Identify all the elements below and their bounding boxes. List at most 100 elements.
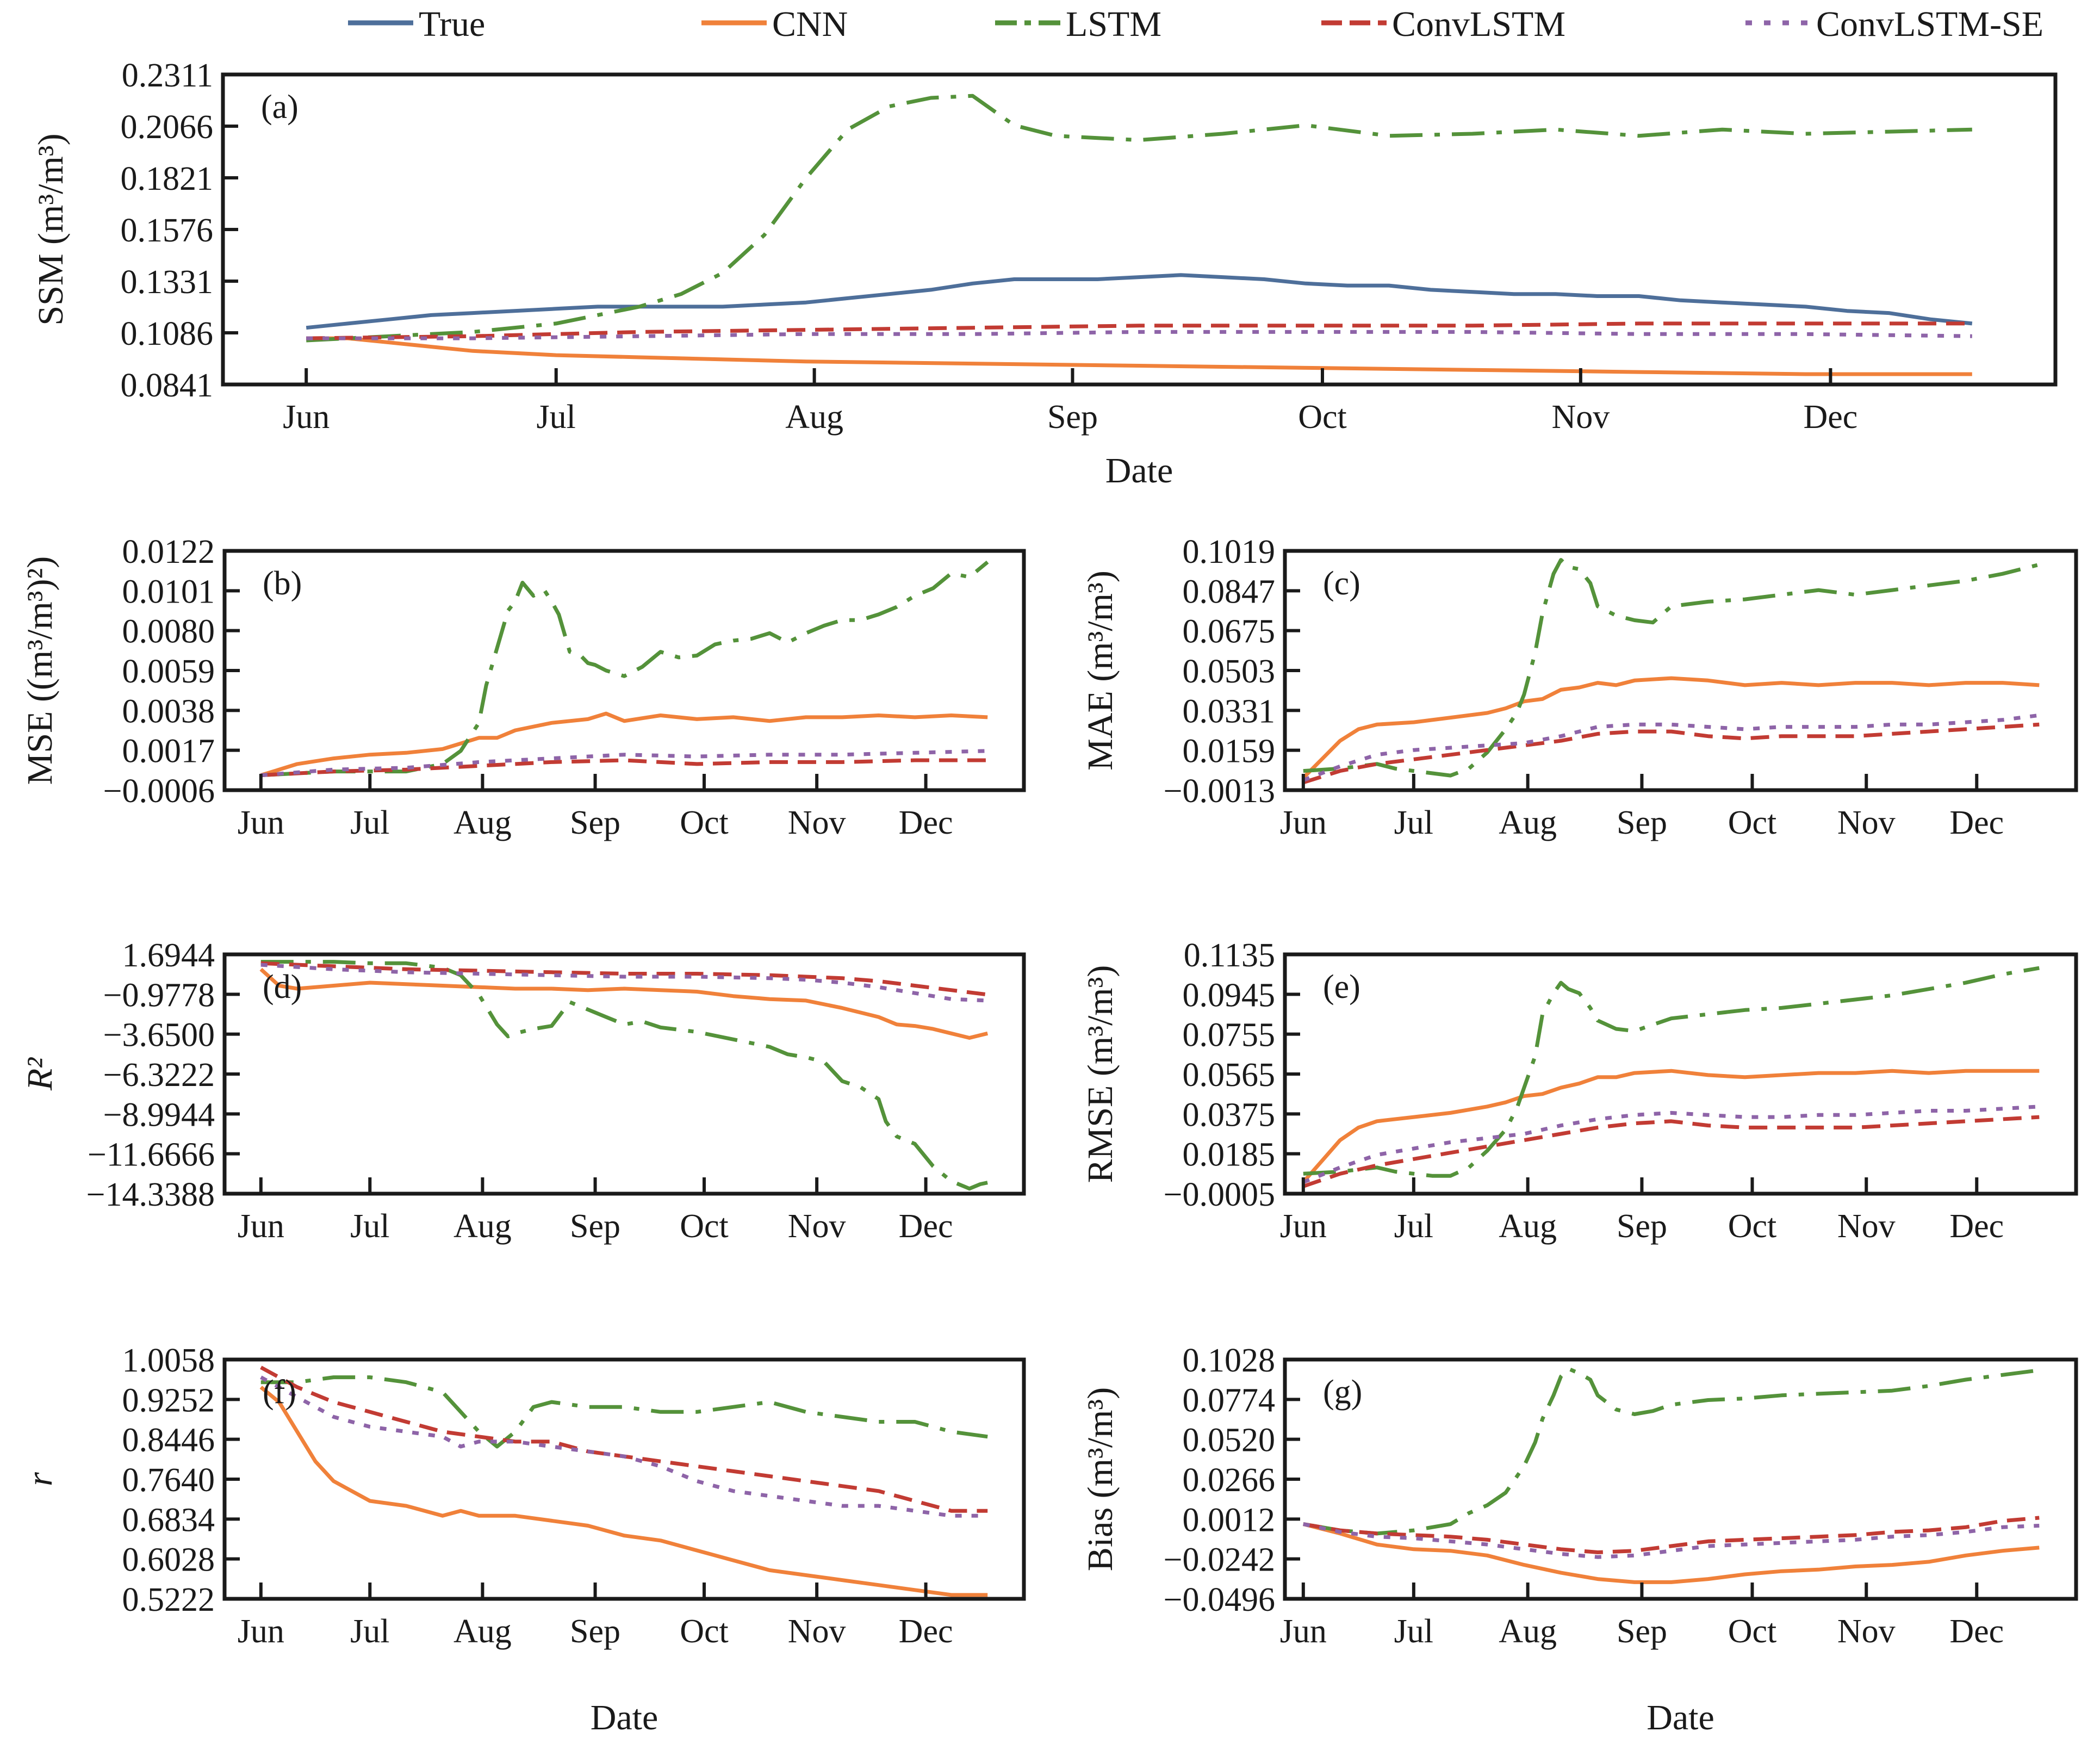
y-tick-label: 0.0945 — [1183, 977, 1276, 1014]
series-line-lstm — [260, 1375, 988, 1449]
y-tick-label: −3.6500 — [103, 1017, 215, 1054]
x-tick-label: Dec — [1804, 399, 1858, 436]
y-tick-label: −0.0006 — [103, 773, 215, 810]
legend-label: CNN — [772, 4, 848, 44]
y-tick-label: −14.3388 — [86, 1176, 215, 1213]
series-line-convlstm-se — [260, 1375, 988, 1518]
panel-b: 0.01220.01010.00800.00590.00380.0017−0.0… — [20, 533, 1026, 841]
y-axis-title: MSE ((m³/m³)²) — [20, 556, 60, 785]
panel-a: 0.2311 0.2066 0.1821 0.1576 0.1331 0.1086 0.08… — [31, 57, 2058, 491]
x-tick-label: Aug — [1499, 1208, 1557, 1245]
legend-item-convlstm: ConvLSTM — [1321, 4, 1565, 44]
x-tick-label: Jun — [1280, 1208, 1327, 1245]
x-tick-label: Oct — [1728, 1613, 1777, 1650]
x-tick-label: Aug — [1499, 804, 1557, 841]
x-tick-label: Sep — [570, 804, 620, 841]
y-tick-label: 0.1821 — [121, 160, 214, 197]
y-axis-title: MAE (m³/m³) — [1080, 570, 1120, 771]
plot-frame — [1283, 1357, 2078, 1601]
y-tick-label: 0.0059 — [122, 653, 215, 690]
y-axis-title: r — [20, 1472, 60, 1486]
x-tick-label: Aug — [453, 1613, 512, 1650]
series-group — [1302, 558, 2040, 785]
x-tick-label: Jul — [350, 804, 389, 841]
y-tick-label: −0.9778 — [103, 977, 215, 1014]
y-tick-label: 0.0101 — [122, 573, 215, 610]
series-line-convlstm — [1302, 1115, 2040, 1188]
y-tick-label: 0.0755 — [1183, 1017, 1276, 1054]
y-tick-label: 0.0774 — [1183, 1382, 1276, 1419]
series-line-convlstm-se — [260, 749, 988, 777]
y-tick-label: 0.5222 — [122, 1581, 215, 1618]
x-tick-label: Aug — [453, 1208, 512, 1245]
y-axis-title: SSM (m³/m³) — [31, 133, 71, 325]
x-axis-title: Date — [1105, 451, 1173, 491]
legend-item-cnn: CNN — [701, 4, 848, 44]
y-tick-label: 0.1086 — [121, 315, 214, 352]
x-tick-label: Dec — [1949, 804, 2004, 841]
x-tick-label: Nov — [1837, 804, 1896, 841]
y-tick-label: 0.0503 — [1183, 653, 1276, 690]
y-tick-label: 0.7640 — [122, 1462, 215, 1499]
x-tick-label: Dec — [899, 1613, 953, 1650]
x-tick-label: Oct — [680, 804, 729, 841]
y-tick-label: 0.0266 — [1183, 1462, 1276, 1499]
y-tick-label: 0.0520 — [1183, 1422, 1276, 1459]
y-tick-label: 0.6834 — [122, 1501, 215, 1538]
y-tick-label: 0.9252 — [122, 1382, 215, 1419]
y-tick-label: −8.9944 — [103, 1096, 215, 1133]
y-tick-label: 0.0565 — [1183, 1057, 1276, 1094]
legend-label: LSTM — [1066, 4, 1161, 44]
y-tick-label: 0.0375 — [1183, 1096, 1276, 1133]
series-group — [259, 960, 989, 1191]
panel-tag: (f) — [263, 1374, 296, 1411]
legend-item-lstm: LSTM — [995, 4, 1161, 44]
x-tick-label: Jun — [1280, 804, 1327, 841]
x-tick-label: Aug — [785, 399, 843, 436]
y-tick-label: −0.0496 — [1164, 1581, 1275, 1618]
y-axis-title: R² — [20, 1057, 60, 1091]
x-tick-label: Oct — [1728, 804, 1777, 841]
legend: True CNN LSTM ConvLSTM ConvLSTM-SE — [348, 4, 2043, 44]
y-tick-label: 0.1028 — [1183, 1342, 1276, 1379]
x-tick-label: Nov — [788, 804, 846, 841]
y-tick-label: 0.0080 — [122, 613, 215, 650]
plot-frame — [222, 1357, 1026, 1601]
panel-tag: (c) — [1323, 565, 1360, 602]
y-tick-label: 0.6028 — [122, 1542, 215, 1579]
x-tick-label: Dec — [1949, 1208, 2004, 1245]
series-line-convlstm — [260, 961, 988, 997]
series-line-convlstm-se — [1302, 713, 2040, 782]
series-line-convlstm — [1302, 722, 2040, 785]
y-axis-title: Bias (m³/m³) — [1080, 1387, 1120, 1571]
x-tick-label: Sep — [570, 1613, 620, 1650]
panels: 0.2311 0.2066 0.1821 0.1576 0.1331 0.1086 0.08… — [20, 57, 2078, 1737]
x-tick-label: Jun — [238, 1613, 284, 1650]
x-tick-label: Sep — [1617, 804, 1667, 841]
y-tick-label: 0.0012 — [1183, 1501, 1276, 1538]
y-tick-label: 1.6944 — [122, 937, 215, 974]
series-line-lstm — [260, 960, 988, 1191]
y-tick-label: 0.0841 — [121, 367, 214, 404]
y-tick-label: −0.0005 — [1164, 1176, 1275, 1213]
x-tick-label: Jul — [1394, 1208, 1433, 1245]
y-tick-label: 1.0058 — [122, 1342, 215, 1379]
series-line-convlstm — [260, 1366, 988, 1513]
series-line-lstm — [260, 560, 989, 777]
y-tick-label: 0.1576 — [121, 212, 214, 249]
x-tick-label: Nov — [788, 1613, 846, 1650]
plot-frame — [1283, 952, 2078, 1196]
y-tick-label: 0.0122 — [122, 533, 215, 570]
legend-item-convlstm-se: ConvLSTM-SE — [1745, 4, 2043, 44]
legend-label: ConvLSTM-SE — [1816, 4, 2043, 44]
legend-label: ConvLSTM — [1392, 4, 1565, 44]
series-line-convlstm — [306, 321, 1972, 340]
series-line-cnn — [1302, 676, 2040, 779]
x-tick-label: Sep — [570, 1208, 620, 1245]
panel-tag: (b) — [263, 565, 302, 602]
plot-frame — [221, 72, 2058, 387]
x-axis-title: Date — [591, 1698, 658, 1737]
